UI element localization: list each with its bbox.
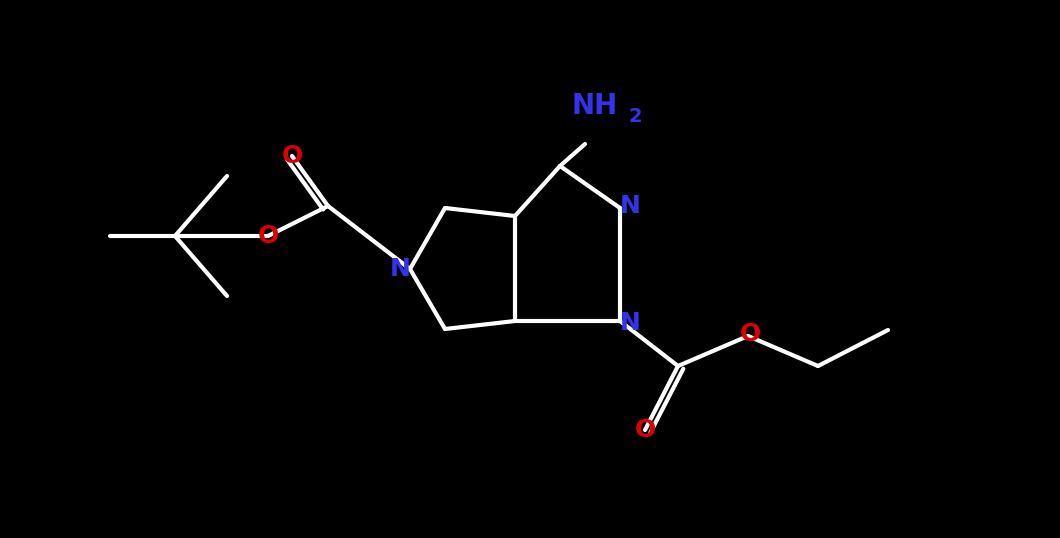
Text: N: N (619, 311, 640, 335)
Text: O: O (281, 144, 302, 168)
Text: N: N (390, 257, 410, 281)
Text: 2: 2 (628, 108, 641, 126)
Text: O: O (258, 224, 279, 248)
Text: NH: NH (572, 92, 618, 120)
Text: O: O (634, 418, 656, 442)
Text: O: O (740, 322, 761, 346)
Text: N: N (619, 194, 640, 218)
